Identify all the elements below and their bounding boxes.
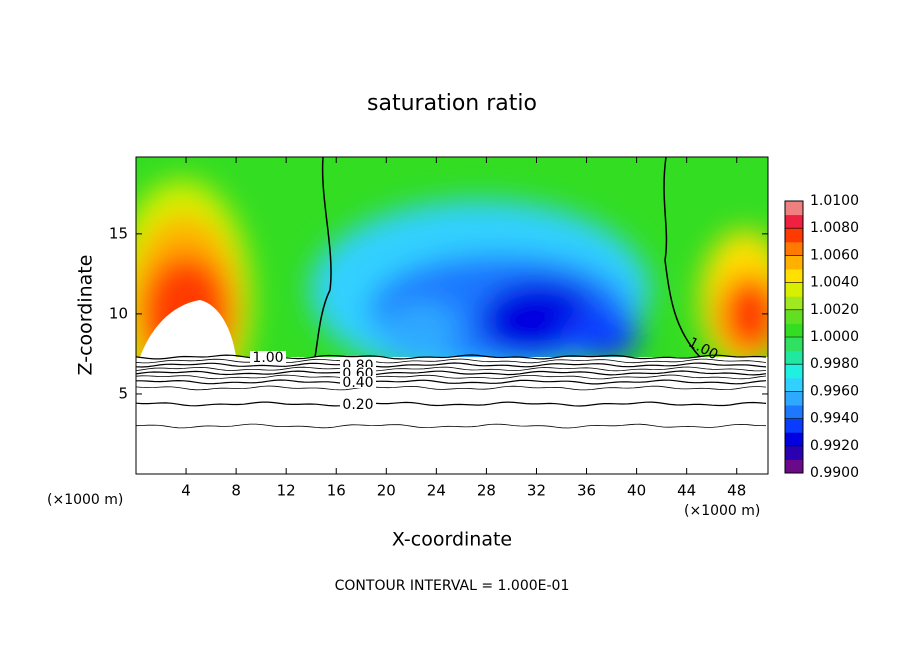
x-tick-label: 20 bbox=[377, 482, 396, 500]
colorbar-band bbox=[785, 269, 803, 284]
contour-line bbox=[136, 379, 767, 385]
contour-line bbox=[135, 374, 767, 380]
colorbar-band bbox=[785, 309, 803, 324]
colorbar-label: 0.9900 bbox=[810, 465, 859, 481]
x-tick-label: 8 bbox=[231, 482, 241, 500]
contour-line bbox=[135, 370, 767, 376]
colorbar-band bbox=[785, 432, 803, 447]
colorbar-label: 0.9980 bbox=[810, 356, 859, 372]
colorbar-band bbox=[785, 364, 803, 379]
colorbar-band bbox=[785, 296, 803, 311]
colorbar-label: 1.0100 bbox=[810, 193, 859, 209]
y-tick-label: 10 bbox=[109, 304, 128, 322]
colorbar-band bbox=[785, 459, 803, 474]
x-tick-label: 24 bbox=[427, 482, 446, 500]
contour-label-bg bbox=[340, 376, 376, 388]
colorbar-band bbox=[785, 377, 803, 392]
contour-label-bg bbox=[340, 398, 376, 410]
contour-label: 0.20 bbox=[342, 397, 373, 413]
colorbar-label: 1.0060 bbox=[810, 247, 859, 263]
x-tick-label: 40 bbox=[627, 482, 646, 500]
contour-label: 1.00 bbox=[252, 350, 283, 366]
colorbar-band bbox=[785, 282, 803, 297]
x-unit: (×1000 m) bbox=[684, 503, 760, 519]
x-tick-label: 12 bbox=[277, 482, 296, 500]
contour-line bbox=[135, 366, 767, 372]
x-tick-label: 4 bbox=[181, 482, 191, 500]
x-tick-label: 28 bbox=[477, 482, 496, 500]
colorbar-band bbox=[785, 445, 803, 460]
colorbar-band bbox=[785, 391, 803, 406]
colorbar-band bbox=[785, 201, 803, 216]
colorbar-band bbox=[785, 405, 803, 420]
x-tick-label: 48 bbox=[727, 482, 746, 500]
colorbar-label: 0.9920 bbox=[810, 438, 859, 454]
x-tick-label: 16 bbox=[327, 482, 346, 500]
contour-line bbox=[135, 385, 767, 391]
contour-line bbox=[135, 401, 767, 407]
contour-line bbox=[135, 358, 767, 364]
colorbar-band bbox=[785, 337, 803, 352]
colorbar-label: 0.9960 bbox=[810, 383, 859, 399]
colorbar-band bbox=[785, 255, 803, 270]
x-unit: (×1000 m) bbox=[47, 492, 123, 508]
x-tick-label: 36 bbox=[577, 482, 596, 500]
contour-line bbox=[135, 423, 767, 429]
colorbar-band bbox=[785, 418, 803, 433]
contour-line bbox=[135, 362, 767, 368]
contour-line bbox=[135, 354, 767, 360]
colorbar-label: 1.0080 bbox=[810, 220, 859, 236]
contour-label: 0.40 bbox=[342, 375, 373, 391]
x-tick-label: 44 bbox=[677, 482, 696, 500]
colorbar-label: 1.0020 bbox=[810, 302, 859, 318]
y-axis-label: Z-coordinate bbox=[75, 255, 97, 376]
colorbar-band bbox=[785, 241, 803, 256]
x-axis-label: X-coordinate bbox=[392, 529, 512, 551]
chart-title: saturation ratio bbox=[367, 91, 537, 116]
colorbar-band bbox=[785, 350, 803, 365]
colorbar-band bbox=[785, 323, 803, 338]
footer: CONTOUR INTERVAL = 1.000E-01 bbox=[335, 578, 570, 594]
colorbar-band bbox=[785, 214, 803, 229]
colorbar-label: 1.0000 bbox=[810, 329, 859, 345]
y-tick-label: 5 bbox=[118, 384, 128, 402]
y-tick-label: 15 bbox=[109, 224, 128, 242]
colorbar-label: 1.0040 bbox=[810, 275, 859, 291]
plot-frame bbox=[135, 156, 769, 475]
contour-label-bg bbox=[250, 351, 286, 363]
x-tick-label: 32 bbox=[527, 482, 546, 500]
field bbox=[136, 157, 768, 357]
colorbar-label: 0.9940 bbox=[810, 411, 859, 427]
contour-lines bbox=[135, 354, 767, 429]
colorbar-band bbox=[785, 228, 803, 243]
